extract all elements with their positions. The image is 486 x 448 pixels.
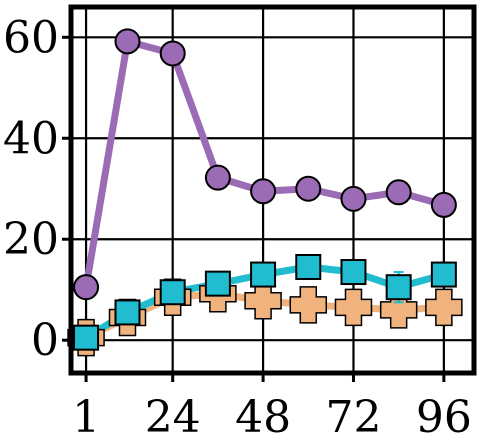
axis-ticks: 0 20 40 60 1 24 48 72 96 xyxy=(3,12,472,443)
data-point-square xyxy=(385,274,412,301)
data-point-circle xyxy=(73,274,100,301)
data-point-square xyxy=(295,253,322,280)
x-tick-label: 1 xyxy=(72,392,100,443)
data-point-circle xyxy=(385,179,412,206)
data-point-plus xyxy=(244,282,282,320)
data-point-circle xyxy=(430,191,457,218)
data-point-square xyxy=(250,261,277,288)
data-point-square xyxy=(340,259,367,286)
data-point-square xyxy=(159,279,186,306)
data-point-circle xyxy=(204,164,231,191)
plot-frame xyxy=(68,4,477,376)
x-tick-label: 96 xyxy=(416,392,472,443)
x-tick-label: 72 xyxy=(325,392,381,443)
y-tick-label: 60 xyxy=(3,12,59,63)
x-tick-label: 48 xyxy=(235,392,291,443)
data-point-circle xyxy=(159,40,186,67)
y-tick-label: 20 xyxy=(3,214,59,265)
data-point-square xyxy=(73,324,100,351)
data-point-plus xyxy=(425,288,463,327)
series-markers xyxy=(67,28,463,357)
data-point-circle xyxy=(295,175,322,202)
series-circle-line xyxy=(82,37,448,291)
y-tick-label: 0 xyxy=(31,315,59,366)
data-point-circle xyxy=(340,185,367,212)
data-point-plus xyxy=(379,291,418,329)
data-point-circle xyxy=(114,28,141,55)
y-tick-label: 40 xyxy=(3,113,59,164)
data-point-square xyxy=(114,299,141,326)
data-point-circle xyxy=(250,178,277,205)
data-point-plus xyxy=(334,288,373,327)
data-point-square xyxy=(430,261,457,288)
data-point-square xyxy=(204,270,231,297)
x-tick-label: 24 xyxy=(145,392,201,443)
data-point-plus xyxy=(289,286,328,324)
